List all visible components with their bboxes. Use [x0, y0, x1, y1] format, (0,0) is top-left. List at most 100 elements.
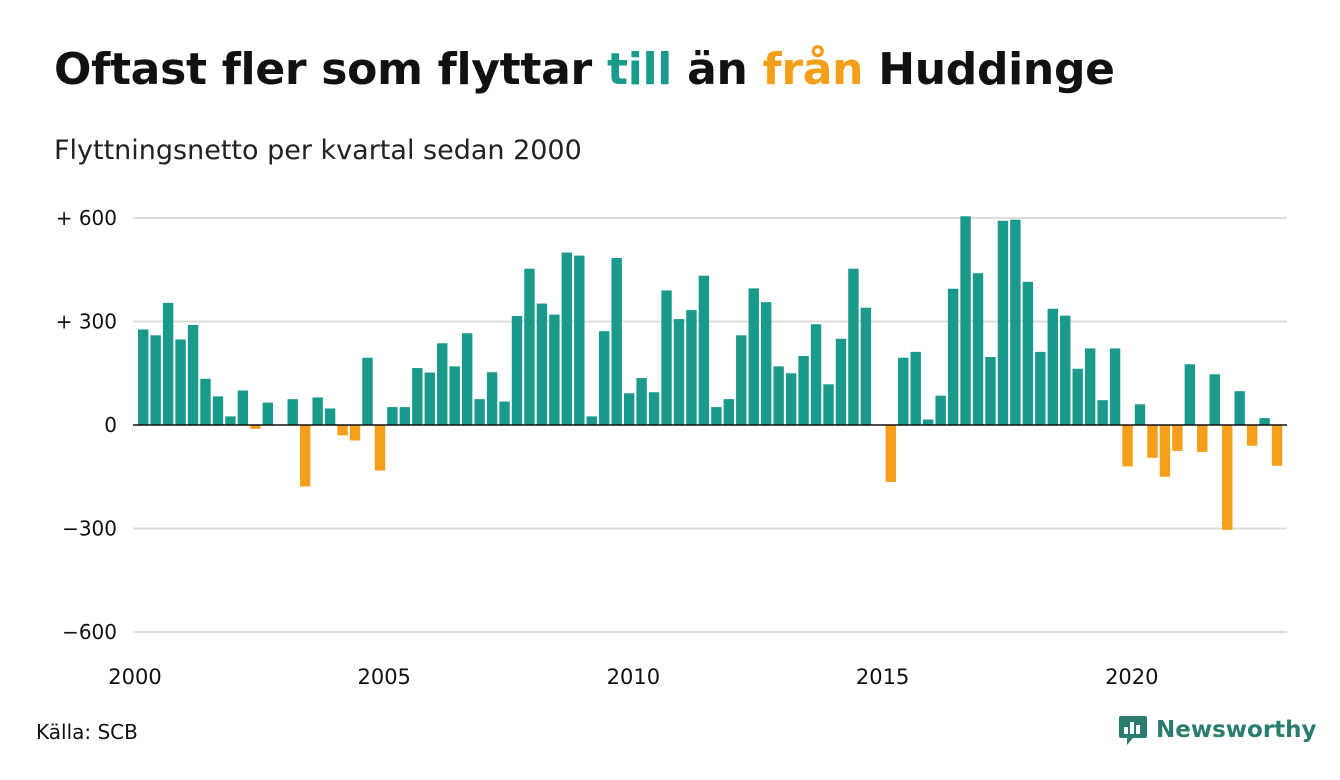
title-highlight-fran: från — [762, 44, 864, 95]
bar — [810, 324, 822, 425]
x-tick-label: 2000 — [108, 665, 161, 689]
bar — [723, 399, 735, 426]
bar — [162, 302, 174, 425]
bar — [1047, 308, 1058, 425]
bar — [1197, 425, 1208, 452]
bar — [960, 216, 971, 425]
bar — [985, 357, 996, 425]
y-tick-label: −300 — [62, 517, 117, 541]
title-highlight-till: till — [606, 44, 673, 95]
bar — [1159, 425, 1171, 477]
y-tick-label: 0 — [104, 413, 117, 437]
bar — [549, 314, 560, 425]
bar — [661, 290, 672, 425]
y-axis-ticks: + 600 + 300 0 −300 −600 — [56, 206, 117, 644]
bar — [611, 258, 622, 425]
bar — [736, 335, 747, 425]
bar — [997, 220, 1009, 425]
bar — [922, 419, 934, 425]
bar — [387, 407, 398, 425]
bar — [299, 425, 311, 487]
y-tick-label: −600 — [62, 620, 117, 644]
bar — [823, 384, 834, 425]
bar — [287, 399, 298, 426]
bar — [1271, 425, 1283, 466]
bar — [885, 425, 896, 482]
title-part-3: Huddinge — [863, 44, 1115, 95]
bar — [461, 333, 473, 425]
bar — [947, 288, 959, 425]
bar — [1084, 348, 1096, 425]
bar — [711, 407, 722, 425]
bar — [499, 401, 510, 425]
bar — [138, 329, 149, 425]
y-tick-label: + 600 — [56, 206, 117, 230]
bar — [1134, 404, 1146, 425]
bar — [212, 396, 224, 425]
bar — [175, 339, 186, 425]
bar — [486, 372, 498, 425]
bar — [586, 416, 597, 426]
bar — [561, 252, 573, 425]
bar — [860, 307, 872, 425]
title-part-1: Oftast fler som flyttar — [54, 44, 607, 95]
bar — [698, 275, 710, 425]
bar — [1109, 348, 1121, 425]
bar — [511, 315, 523, 425]
bar — [312, 397, 323, 425]
bar — [536, 303, 548, 425]
title-part-2: än — [672, 44, 763, 95]
bar — [1234, 391, 1245, 425]
x-tick-label: 2015 — [856, 665, 909, 689]
bar-chart: + 600 + 300 0 −300 −600 2000 2005 2010 2015 2020 — [56, 206, 1287, 689]
bar — [686, 310, 697, 425]
chart-title: Oftast fler som flyttar till än från Hud… — [54, 44, 1115, 95]
bar — [337, 425, 348, 436]
bar — [225, 416, 236, 426]
bar — [574, 255, 585, 425]
bar — [898, 357, 909, 425]
bar — [1060, 315, 1071, 425]
bar — [237, 390, 249, 425]
newsworthy-logo: Newsworthy — [1118, 714, 1317, 746]
bar — [748, 288, 759, 425]
bar — [449, 366, 460, 425]
bar — [785, 373, 797, 425]
bar — [437, 343, 448, 425]
bar — [1172, 425, 1183, 451]
bar — [835, 338, 847, 425]
bar — [399, 407, 411, 425]
brand-name: Newsworthy — [1156, 717, 1317, 743]
gridlines — [133, 217, 1287, 633]
bar-chart-speech-bubble-icon — [1119, 716, 1147, 745]
bar — [1097, 400, 1108, 425]
bar — [349, 425, 361, 441]
y-tick-label: + 300 — [56, 310, 117, 334]
x-tick-label: 2010 — [607, 665, 660, 689]
bar — [673, 319, 685, 425]
bar — [1147, 425, 1158, 458]
bars — [138, 216, 1283, 530]
bar — [262, 402, 273, 425]
bar — [200, 378, 211, 425]
bar — [623, 393, 635, 425]
bar — [1035, 351, 1046, 425]
bar — [636, 378, 647, 425]
bar — [250, 425, 261, 429]
x-tick-label: 2020 — [1105, 665, 1158, 689]
bar — [848, 268, 859, 425]
bar — [798, 356, 809, 425]
bar — [150, 335, 161, 425]
bar — [1022, 281, 1034, 425]
x-axis-ticks: 2000 2005 2010 2015 2020 — [108, 665, 1158, 689]
bar — [362, 357, 373, 425]
bar — [1222, 425, 1233, 530]
bar — [972, 273, 984, 425]
bar — [1122, 425, 1133, 467]
bar — [524, 268, 535, 425]
bar — [412, 368, 423, 425]
bar — [1259, 418, 1270, 425]
bar — [773, 366, 784, 425]
bar — [1209, 374, 1220, 425]
bar — [1246, 425, 1258, 446]
